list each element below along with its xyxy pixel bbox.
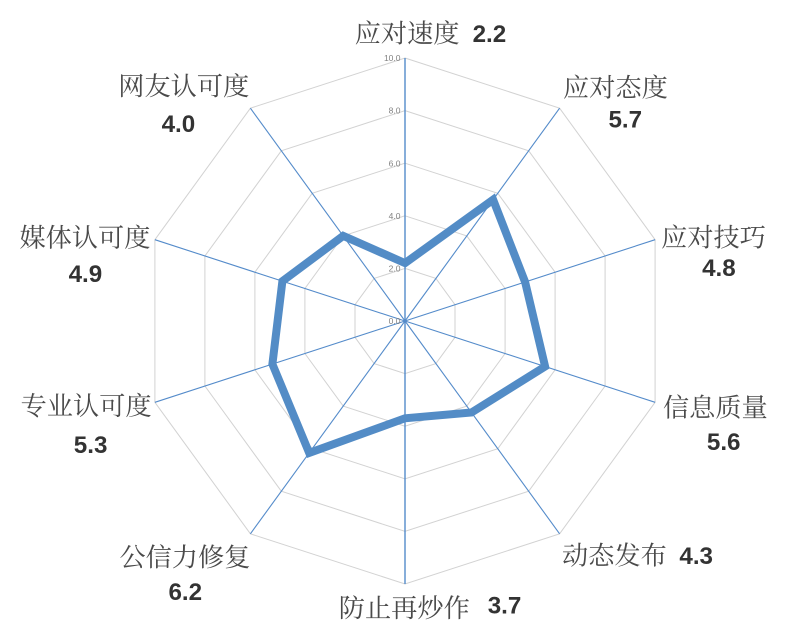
svg-text:3.7: 3.7 [488,592,522,619]
svg-text:2.0: 2.0 [389,264,401,274]
svg-text:0.0: 0.0 [389,316,401,326]
svg-text:10.0: 10.0 [384,53,401,63]
svg-text:2.2: 2.2 [473,21,507,48]
svg-text:4.0: 4.0 [162,111,196,138]
svg-text:5.7: 5.7 [608,107,642,134]
svg-text:6.2: 6.2 [168,579,202,606]
svg-text:4.9: 4.9 [69,261,103,288]
svg-text:8.0: 8.0 [389,106,401,116]
svg-text:5.3: 5.3 [74,432,108,459]
svg-text:5.6: 5.6 [707,429,741,456]
svg-text:6.0: 6.0 [389,158,401,168]
svg-text:4.0: 4.0 [389,211,401,221]
svg-text:4.8: 4.8 [702,255,736,282]
svg-text:4.3: 4.3 [679,543,713,570]
